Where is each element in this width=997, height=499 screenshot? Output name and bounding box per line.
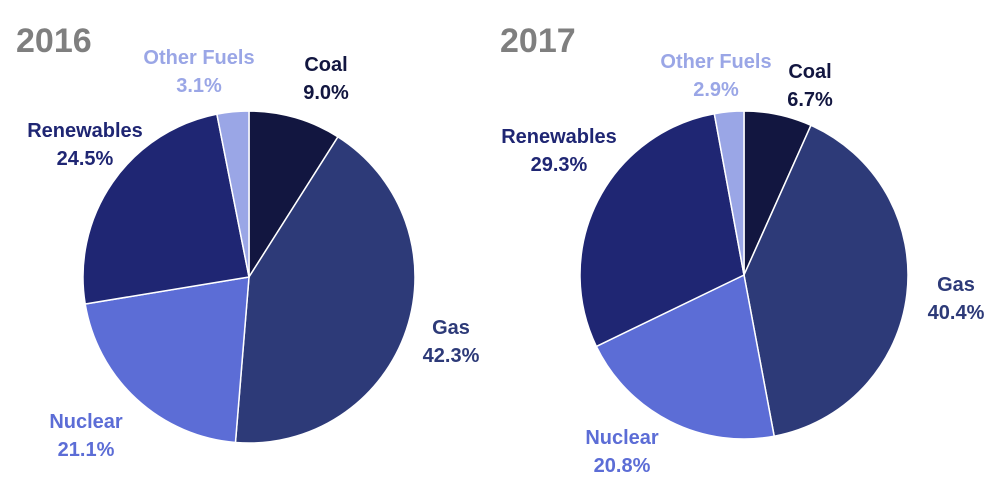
slice-name: Other Fuels bbox=[143, 47, 255, 69]
slice-label-gas-2016: Gas 42.3% bbox=[423, 314, 480, 370]
slice-label-nuclear-2016: Nuclear 21.1% bbox=[49, 408, 122, 464]
slice-value: 20.8% bbox=[593, 455, 651, 477]
slice-value: 3.1% bbox=[176, 75, 222, 97]
pie-slice-nuclear-2016 bbox=[84, 276, 250, 444]
pie-slice-gas-2016 bbox=[234, 135, 416, 444]
slice-name: Renewables bbox=[501, 126, 617, 148]
pie-slice-gas-2017 bbox=[743, 124, 909, 438]
pie-chart-2017: 2017 Coal 6.7% Other Fuels 2.9% Renewabl… bbox=[498, 0, 996, 499]
pie-slice-renewables-2017 bbox=[579, 112, 745, 348]
slice-name: Coal bbox=[304, 54, 348, 76]
slice-value: 21.1% bbox=[57, 439, 115, 461]
pie-chart-2016: 2016 Coal 9.0% Other Fuels 3.1% Renewabl… bbox=[0, 0, 498, 499]
slice-value: 42.3% bbox=[422, 345, 480, 367]
slice-name: Nuclear bbox=[49, 411, 123, 433]
slice-name: Nuclear bbox=[585, 427, 659, 449]
pie-slice-nuclear-2017 bbox=[595, 273, 776, 440]
slice-label-gas-2017: Gas 40.4% bbox=[928, 271, 985, 327]
slice-name: Other Fuels bbox=[660, 51, 772, 73]
slice-label-renewables-2017: Renewables 29.3% bbox=[501, 123, 617, 179]
slice-value: 2.9% bbox=[693, 79, 739, 101]
slice-label-nuclear-2017: Nuclear 20.8% bbox=[585, 424, 658, 480]
pie-slice-renewables-2016 bbox=[82, 113, 250, 305]
slice-label-other-fuels-2017: Other Fuels 2.9% bbox=[660, 48, 771, 104]
slice-value: 29.3% bbox=[530, 154, 588, 176]
slice-name: Coal bbox=[788, 61, 832, 83]
chart-title-2016: 2016 bbox=[16, 22, 92, 60]
chart-title-2017: 2017 bbox=[500, 22, 576, 60]
slice-name: Gas bbox=[432, 317, 470, 339]
slice-value: 40.4% bbox=[927, 302, 985, 324]
slice-name: Gas bbox=[937, 274, 975, 296]
pie-slice-coal-2016 bbox=[248, 110, 339, 280]
slice-value: 6.7% bbox=[787, 89, 833, 111]
pie-slice-other-fuels-2017 bbox=[713, 110, 745, 276]
slice-value: 24.5% bbox=[56, 148, 114, 170]
slice-value: 9.0% bbox=[303, 82, 349, 104]
slice-label-other-fuels-2016: Other Fuels 3.1% bbox=[143, 44, 254, 100]
slice-label-renewables-2016: Renewables 24.5% bbox=[27, 117, 143, 173]
slice-label-coal-2017: Coal 6.7% bbox=[787, 58, 833, 114]
pie-2016-svg bbox=[82, 110, 416, 444]
slice-label-coal-2016: Coal 9.0% bbox=[303, 51, 349, 107]
slice-name: Renewables bbox=[27, 120, 143, 142]
pie-2017-svg bbox=[579, 110, 909, 440]
pie-slice-other-fuels-2016 bbox=[215, 110, 250, 278]
